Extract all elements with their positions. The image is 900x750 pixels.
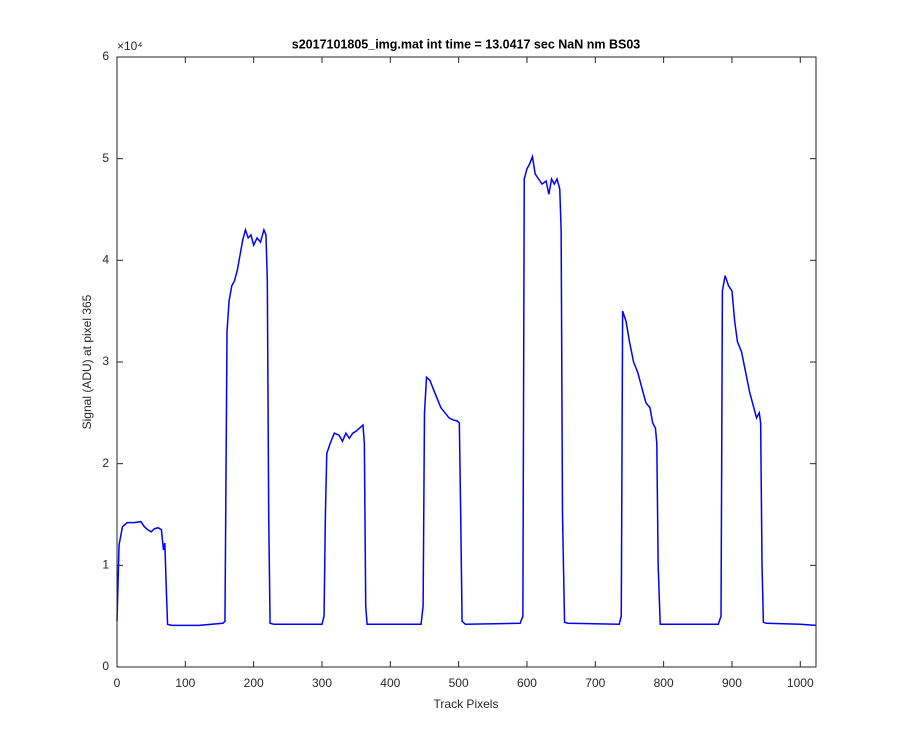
plot-box (116, 56, 817, 668)
chart-title: s2017101805_img.mat int time = 13.0417 s… (292, 37, 641, 51)
x-tick-label: 100 (175, 676, 195, 690)
y-tick-label: 4 (102, 253, 109, 267)
y-tick-label: 3 (102, 354, 109, 368)
x-tick-label: 300 (312, 676, 332, 690)
y-tick-label: 5 (102, 151, 109, 165)
x-tick-label: 200 (244, 676, 264, 690)
x-tick-label: 800 (654, 676, 674, 690)
x-tick-label: 500 (449, 676, 469, 690)
y-tick-label: 6 (102, 49, 109, 63)
data-line (116, 153, 817, 627)
x-tick-label: 400 (380, 676, 400, 690)
x-tick-label: 1000 (787, 676, 814, 690)
x-tick-label: 700 (585, 676, 605, 690)
x-tick-label: 600 (517, 676, 537, 690)
y-tick-label: 0 (102, 659, 109, 673)
x-tick-label: 0 (114, 676, 121, 690)
y-tick-label: 2 (102, 456, 109, 470)
x-axis-label: Track Pixels (434, 697, 499, 711)
y-exponent: ×10⁴ (117, 39, 143, 53)
y-axis-label: Signal (ADU) at pixel 365 (80, 294, 94, 429)
y-tick-label: 1 (102, 558, 109, 572)
x-tick-label: 900 (722, 676, 742, 690)
